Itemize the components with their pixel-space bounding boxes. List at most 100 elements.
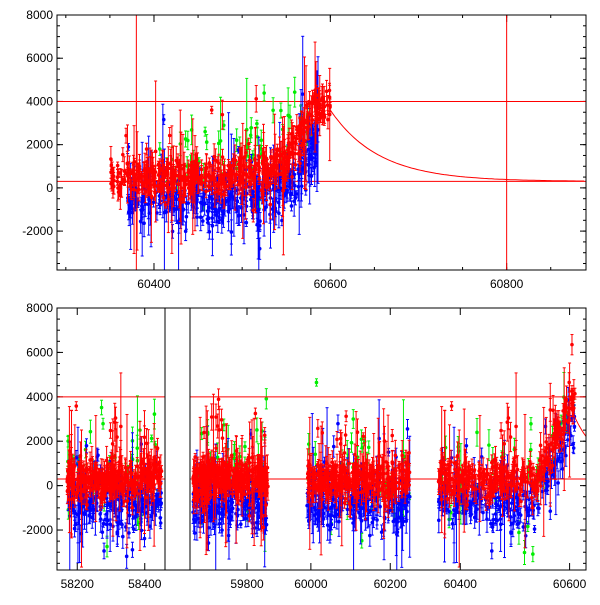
top-xtick-label: 60400 bbox=[137, 277, 171, 291]
top-point-blue bbox=[184, 229, 188, 233]
top-point-red bbox=[221, 113, 225, 117]
bottom-point-blue bbox=[85, 444, 89, 448]
top-point-red bbox=[168, 134, 172, 138]
top-point-green bbox=[255, 122, 259, 126]
top-point-red bbox=[266, 172, 270, 176]
top-point-green bbox=[293, 90, 297, 94]
bottom-ytick-label: 0 bbox=[46, 479, 53, 493]
top-point-blue bbox=[291, 181, 295, 185]
top-point-red bbox=[326, 118, 330, 122]
top-point-green bbox=[279, 109, 283, 113]
top-point-red bbox=[257, 177, 261, 181]
bottom-point-green bbox=[101, 422, 105, 426]
top-point-red bbox=[323, 115, 327, 119]
top-point-red bbox=[302, 138, 306, 142]
top-point-red bbox=[188, 181, 192, 185]
top-point-red bbox=[132, 174, 136, 178]
top-point-red bbox=[244, 186, 248, 190]
bottom-point-blue bbox=[121, 535, 125, 539]
top-point-red bbox=[154, 150, 158, 154]
top-point-red bbox=[318, 104, 322, 108]
top-point-blue bbox=[215, 213, 219, 217]
top-point-red bbox=[316, 117, 320, 121]
bottom-point-green bbox=[153, 412, 157, 416]
top-point-red bbox=[328, 104, 332, 108]
top-ytick-label: 2000 bbox=[26, 138, 53, 152]
top-point-green bbox=[205, 140, 209, 144]
top-point-blue bbox=[140, 208, 144, 212]
top-point-red bbox=[178, 164, 182, 168]
top-point-red bbox=[301, 119, 305, 123]
bottom-point-blue bbox=[108, 504, 112, 508]
top-point-red bbox=[214, 183, 218, 187]
top-point-red bbox=[176, 161, 180, 165]
top-point-red bbox=[162, 175, 166, 179]
top-point-red bbox=[109, 182, 113, 186]
top-point-red bbox=[217, 161, 221, 165]
bottom-point-blue bbox=[83, 511, 87, 515]
top-point-red bbox=[296, 152, 300, 156]
top-point-red bbox=[234, 159, 238, 163]
top-point-blue bbox=[185, 215, 189, 219]
top-model-curve bbox=[330, 110, 584, 181]
top-point-red bbox=[150, 196, 154, 200]
top-point-red bbox=[173, 173, 177, 177]
top-point-green bbox=[249, 133, 253, 137]
bottom-point-green bbox=[150, 437, 154, 441]
top-point-red bbox=[145, 147, 149, 151]
top-point-red bbox=[258, 155, 262, 159]
top-point-red bbox=[299, 127, 303, 131]
top-point-red bbox=[169, 162, 173, 166]
top-point-red bbox=[162, 182, 166, 186]
top-point-blue bbox=[206, 209, 210, 213]
top-point-green bbox=[203, 130, 207, 134]
top-point-blue bbox=[307, 148, 311, 152]
top-point-blue bbox=[229, 192, 233, 196]
top-point-blue bbox=[142, 221, 146, 225]
top-ytick-label: -2000 bbox=[22, 224, 53, 238]
bottom-point-blue bbox=[99, 517, 103, 521]
top-point-green bbox=[271, 108, 275, 112]
top-point-red bbox=[137, 177, 141, 181]
top-point-red bbox=[310, 114, 314, 118]
top-point-red bbox=[282, 174, 286, 178]
bottom-point-blue bbox=[125, 555, 129, 559]
top-point-red bbox=[224, 185, 228, 189]
bottom-point-green bbox=[105, 545, 109, 549]
bottom-point-blue bbox=[132, 527, 136, 531]
top-point-red bbox=[165, 170, 169, 174]
top-ytick-label: 0 bbox=[46, 181, 53, 195]
top-point-red bbox=[121, 153, 125, 157]
top-point-blue bbox=[277, 211, 281, 215]
top-point-red bbox=[229, 172, 233, 176]
top-point-red bbox=[313, 95, 317, 99]
top-point-red bbox=[307, 119, 311, 123]
top-point-red bbox=[190, 163, 194, 167]
top-point-red bbox=[109, 157, 113, 161]
top-point-blue bbox=[195, 215, 199, 219]
top-point-blue bbox=[258, 247, 262, 251]
top-point-red bbox=[247, 142, 251, 146]
top-point-red bbox=[111, 179, 115, 183]
top-point-red bbox=[170, 182, 174, 186]
top-point-red bbox=[227, 175, 231, 179]
top-point-red bbox=[313, 106, 317, 110]
top-point-blue bbox=[257, 208, 261, 212]
top-point-red bbox=[210, 108, 214, 112]
top-point-red bbox=[141, 182, 145, 186]
top-point-blue bbox=[274, 207, 278, 211]
top-ytick-label: 4000 bbox=[26, 94, 53, 108]
top-point-red bbox=[279, 154, 283, 158]
top-ytick-label: 8000 bbox=[26, 8, 53, 22]
top-point-red bbox=[276, 172, 280, 176]
top-point-blue bbox=[311, 136, 315, 140]
top-point-green bbox=[217, 142, 221, 146]
top-point-red bbox=[287, 153, 291, 157]
top-point-blue bbox=[210, 216, 214, 220]
top-point-red bbox=[201, 181, 205, 185]
bottom-point-green bbox=[89, 430, 93, 434]
top-point-blue bbox=[200, 202, 204, 206]
top-point-blue bbox=[221, 216, 225, 220]
